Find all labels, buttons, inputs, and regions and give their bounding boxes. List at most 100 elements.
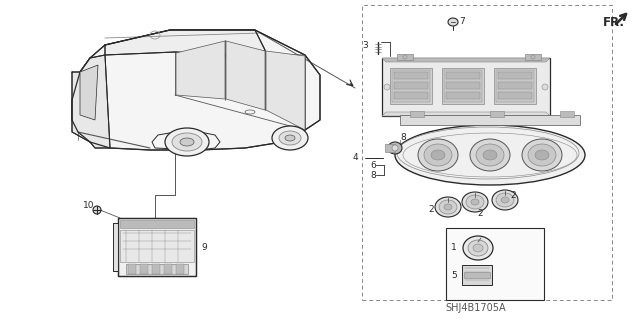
- Polygon shape: [152, 132, 220, 150]
- Text: 9: 9: [201, 242, 207, 251]
- Bar: [394, 92, 428, 99]
- Bar: [394, 72, 428, 79]
- Bar: [152, 264, 160, 274]
- Bar: [446, 228, 544, 300]
- Bar: [362, 5, 612, 300]
- Bar: [385, 144, 395, 152]
- Polygon shape: [382, 58, 550, 116]
- Text: 2: 2: [510, 191, 516, 201]
- Polygon shape: [113, 223, 118, 271]
- Ellipse shape: [424, 144, 452, 166]
- Ellipse shape: [279, 131, 301, 145]
- Ellipse shape: [542, 84, 548, 90]
- Bar: [118, 218, 196, 276]
- Bar: [400, 115, 580, 125]
- Text: 5: 5: [451, 271, 457, 279]
- Bar: [525, 54, 541, 60]
- Ellipse shape: [466, 195, 484, 209]
- Text: 10: 10: [83, 201, 95, 210]
- Bar: [498, 82, 532, 89]
- Bar: [120, 220, 194, 228]
- Ellipse shape: [492, 190, 518, 210]
- Ellipse shape: [435, 197, 461, 217]
- Text: 2: 2: [477, 210, 483, 219]
- Text: 8: 8: [370, 170, 376, 180]
- Text: FR.: FR.: [603, 16, 625, 28]
- Ellipse shape: [528, 144, 556, 166]
- Ellipse shape: [531, 55, 535, 59]
- Ellipse shape: [439, 200, 457, 214]
- Bar: [394, 82, 428, 89]
- Polygon shape: [392, 70, 430, 102]
- Bar: [446, 92, 480, 99]
- Ellipse shape: [522, 139, 562, 171]
- Polygon shape: [462, 265, 492, 285]
- Text: SHJ4B1705A: SHJ4B1705A: [445, 303, 506, 313]
- Bar: [498, 92, 532, 99]
- Bar: [410, 111, 424, 117]
- Ellipse shape: [93, 206, 101, 214]
- Bar: [164, 264, 172, 274]
- Bar: [126, 264, 188, 274]
- Ellipse shape: [535, 150, 549, 160]
- Ellipse shape: [418, 139, 458, 171]
- Text: 6: 6: [370, 160, 376, 169]
- Ellipse shape: [473, 244, 483, 252]
- Ellipse shape: [285, 135, 295, 141]
- Ellipse shape: [165, 128, 209, 156]
- Bar: [490, 111, 504, 117]
- Ellipse shape: [395, 125, 585, 185]
- Text: 3: 3: [362, 41, 368, 50]
- Ellipse shape: [388, 142, 402, 154]
- Bar: [176, 264, 184, 274]
- Bar: [464, 272, 490, 278]
- Text: 8: 8: [400, 133, 406, 143]
- Polygon shape: [266, 51, 305, 130]
- Polygon shape: [226, 41, 265, 110]
- Polygon shape: [105, 30, 265, 58]
- Text: 4: 4: [353, 153, 358, 162]
- Text: 1: 1: [451, 243, 457, 253]
- Ellipse shape: [180, 138, 194, 146]
- Ellipse shape: [431, 150, 445, 160]
- Polygon shape: [118, 218, 196, 276]
- Polygon shape: [444, 70, 482, 102]
- Ellipse shape: [272, 126, 308, 150]
- Polygon shape: [72, 30, 320, 150]
- Ellipse shape: [384, 84, 390, 90]
- Ellipse shape: [501, 197, 509, 203]
- Ellipse shape: [392, 145, 398, 151]
- Ellipse shape: [496, 193, 514, 207]
- Ellipse shape: [403, 55, 407, 59]
- Polygon shape: [382, 112, 550, 116]
- Polygon shape: [390, 68, 432, 104]
- Ellipse shape: [468, 240, 488, 256]
- Text: 7: 7: [459, 18, 465, 26]
- Bar: [446, 72, 480, 79]
- Bar: [128, 264, 136, 274]
- Bar: [498, 72, 532, 79]
- Ellipse shape: [448, 18, 458, 26]
- Bar: [120, 230, 194, 262]
- Polygon shape: [494, 68, 536, 104]
- Ellipse shape: [463, 236, 493, 260]
- Polygon shape: [72, 55, 110, 148]
- Ellipse shape: [483, 150, 497, 160]
- Ellipse shape: [476, 144, 504, 166]
- Polygon shape: [442, 68, 484, 104]
- Ellipse shape: [470, 139, 510, 171]
- Polygon shape: [176, 41, 225, 99]
- Ellipse shape: [462, 192, 488, 212]
- Polygon shape: [80, 65, 98, 120]
- Ellipse shape: [444, 204, 452, 210]
- Polygon shape: [496, 70, 534, 102]
- Bar: [140, 264, 148, 274]
- Ellipse shape: [172, 133, 202, 151]
- Ellipse shape: [471, 199, 479, 205]
- Bar: [397, 54, 413, 60]
- Bar: [113, 223, 118, 271]
- Text: 2: 2: [428, 205, 434, 214]
- Polygon shape: [382, 58, 550, 62]
- Bar: [560, 111, 574, 117]
- Bar: [446, 82, 480, 89]
